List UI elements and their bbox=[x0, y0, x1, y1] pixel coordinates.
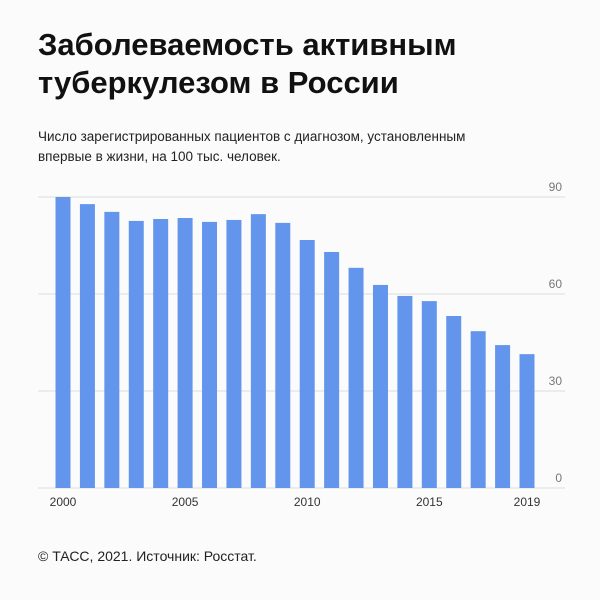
bar bbox=[324, 251, 340, 488]
bar bbox=[519, 354, 535, 488]
source-note: © ТАСС, 2021. Источник: Росстат. bbox=[38, 548, 257, 564]
bar bbox=[348, 267, 364, 488]
bar bbox=[55, 197, 71, 488]
bar bbox=[104, 211, 120, 488]
chart-subtitle: Число зарегистрированных пациентов с диа… bbox=[38, 129, 466, 164]
bar bbox=[177, 218, 193, 488]
bar bbox=[470, 331, 486, 488]
bar bbox=[299, 240, 315, 488]
x-tick-label: 2000 bbox=[50, 495, 77, 509]
y-tick-label: 30 bbox=[549, 374, 563, 388]
x-tick-label: 2010 bbox=[294, 495, 321, 509]
bar bbox=[153, 218, 169, 488]
chart-title: Заболеваемость активным туберкулезом в Р… bbox=[38, 27, 457, 100]
x-tick-label: 2005 bbox=[172, 495, 199, 509]
y-tick-label: 60 bbox=[549, 277, 563, 291]
y-tick-label: 90 bbox=[549, 180, 563, 194]
y-tick-label: 0 bbox=[555, 471, 562, 485]
bar bbox=[446, 315, 462, 488]
bar bbox=[226, 219, 242, 488]
bar bbox=[372, 284, 388, 488]
bar bbox=[79, 204, 95, 488]
bar bbox=[421, 301, 437, 488]
bar bbox=[202, 221, 218, 488]
x-tick-label: 2019 bbox=[514, 495, 541, 509]
x-tick-label: 2015 bbox=[416, 495, 443, 509]
bar bbox=[275, 222, 291, 488]
bar bbox=[495, 345, 511, 488]
bar bbox=[397, 295, 413, 488]
bar bbox=[128, 220, 144, 488]
bar bbox=[250, 214, 266, 489]
